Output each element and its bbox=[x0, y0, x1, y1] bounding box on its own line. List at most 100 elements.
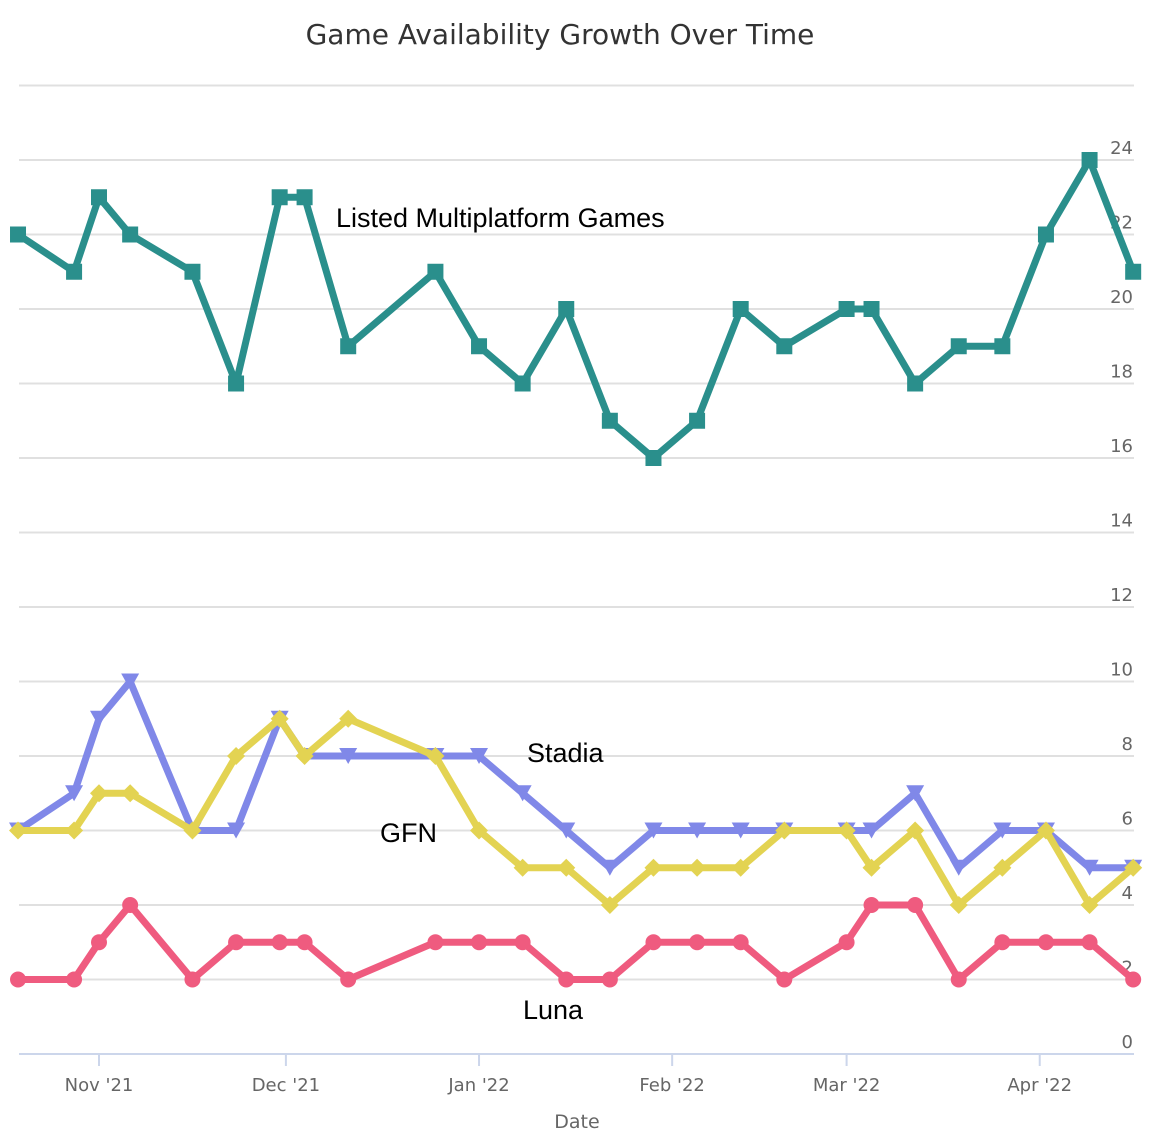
data-point bbox=[91, 934, 107, 951]
series-group bbox=[9, 152, 1143, 988]
annotation-gfn: GFN bbox=[380, 818, 437, 848]
data-point bbox=[1081, 934, 1098, 951]
y-tick-label: 2 bbox=[1122, 958, 1133, 979]
data-point bbox=[513, 785, 532, 802]
data-point bbox=[837, 821, 856, 840]
series-stadia bbox=[9, 673, 1143, 876]
data-point bbox=[271, 189, 288, 206]
y-tick-label: 4 bbox=[1122, 883, 1133, 904]
y-tick-label: 18 bbox=[1110, 362, 1133, 383]
data-point bbox=[601, 412, 618, 429]
data-point bbox=[471, 934, 488, 951]
data-point bbox=[949, 896, 968, 914]
data-point bbox=[1037, 934, 1054, 951]
data-point bbox=[228, 375, 245, 392]
annotation-listed: Listed Multiplatform Games bbox=[336, 203, 665, 233]
data-point bbox=[776, 971, 793, 988]
data-point bbox=[65, 821, 84, 840]
data-point bbox=[557, 822, 576, 839]
x-tick-label: Mar '22 bbox=[813, 1075, 881, 1096]
x-tick-label: Apr '22 bbox=[1007, 1075, 1072, 1096]
y-tick-label: 20 bbox=[1110, 287, 1133, 308]
data-point bbox=[339, 748, 358, 764]
data-point bbox=[1080, 859, 1099, 876]
data-point bbox=[689, 412, 706, 429]
data-point bbox=[295, 747, 314, 765]
data-point bbox=[121, 673, 140, 690]
y-tick-label: 12 bbox=[1110, 585, 1133, 606]
data-point bbox=[91, 189, 107, 206]
data-point bbox=[731, 858, 750, 877]
data-point bbox=[863, 897, 880, 913]
data-point bbox=[688, 858, 707, 877]
data-point bbox=[340, 338, 357, 355]
data-point bbox=[271, 934, 288, 951]
data-point bbox=[10, 971, 27, 988]
data-point bbox=[184, 971, 201, 988]
data-point bbox=[906, 821, 925, 840]
annotation-stadia: Stadia bbox=[527, 738, 605, 768]
data-point bbox=[1080, 896, 1099, 914]
data-point bbox=[645, 450, 662, 466]
data-point bbox=[296, 934, 313, 951]
data-point bbox=[994, 934, 1011, 951]
data-point bbox=[600, 896, 619, 914]
data-point bbox=[122, 897, 139, 913]
series-listed-multiplatform-games bbox=[10, 152, 1142, 466]
annotation-luna: Luna bbox=[523, 995, 584, 1025]
y-tick-label: 10 bbox=[1110, 660, 1133, 681]
data-point bbox=[994, 338, 1011, 355]
x-tick-label: Dec '21 bbox=[252, 1075, 320, 1096]
data-point bbox=[645, 934, 662, 951]
data-point bbox=[949, 859, 968, 876]
y-tick-label: 16 bbox=[1110, 436, 1133, 457]
data-point bbox=[471, 338, 488, 355]
data-point bbox=[950, 971, 967, 988]
data-point bbox=[513, 858, 532, 877]
data-point bbox=[1125, 971, 1142, 988]
data-point bbox=[10, 226, 27, 243]
data-point bbox=[183, 821, 202, 840]
data-point bbox=[66, 971, 83, 988]
x-tick-label: Feb '22 bbox=[639, 1075, 704, 1096]
data-point bbox=[1124, 858, 1143, 877]
data-point bbox=[863, 301, 880, 317]
data-point bbox=[644, 858, 663, 877]
y-tick-label: 8 bbox=[1122, 734, 1133, 755]
data-point bbox=[558, 301, 575, 317]
data-point bbox=[514, 375, 531, 392]
data-point bbox=[776, 338, 793, 355]
data-point bbox=[340, 971, 357, 988]
data-point bbox=[426, 747, 445, 765]
x-tick-label: Nov '21 bbox=[65, 1075, 134, 1096]
data-point bbox=[427, 263, 444, 280]
x-tick-label: Jan '22 bbox=[447, 1075, 509, 1096]
data-point bbox=[427, 934, 444, 951]
data-point bbox=[1037, 226, 1054, 243]
data-point bbox=[600, 859, 619, 876]
data-point bbox=[184, 263, 201, 280]
data-point bbox=[907, 375, 924, 392]
data-point bbox=[862, 822, 881, 839]
data-point bbox=[470, 821, 489, 840]
data-point bbox=[732, 934, 749, 951]
data-point bbox=[557, 858, 576, 877]
data-point bbox=[906, 785, 925, 802]
series-luna bbox=[10, 897, 1142, 988]
data-point bbox=[90, 784, 108, 803]
data-point bbox=[227, 822, 246, 839]
series-line bbox=[18, 901, 1136, 983]
data-point bbox=[470, 748, 489, 764]
data-point bbox=[862, 858, 881, 877]
data-point bbox=[1036, 821, 1055, 840]
data-point bbox=[270, 709, 289, 728]
data-point bbox=[644, 822, 663, 839]
data-point bbox=[688, 822, 707, 839]
series-gfn bbox=[9, 709, 1143, 914]
series-line bbox=[18, 715, 1136, 909]
data-point bbox=[228, 934, 245, 951]
data-point bbox=[907, 897, 924, 913]
data-point bbox=[90, 710, 108, 727]
data-point bbox=[950, 338, 967, 355]
